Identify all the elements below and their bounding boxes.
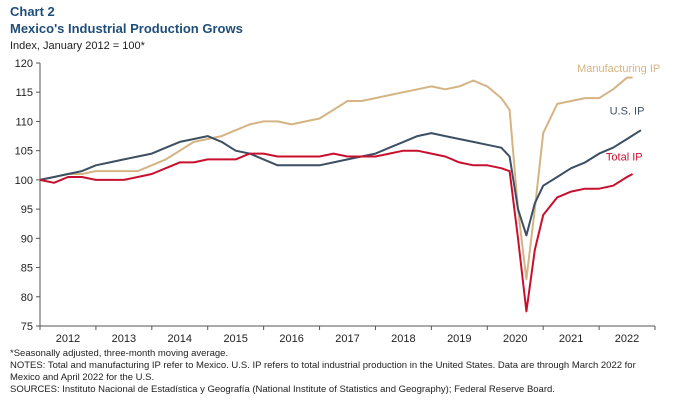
chart-title: Mexico's Industrial Production Grows	[10, 21, 243, 36]
x-tick-label: 2013	[112, 333, 136, 345]
chart-notes: *Seasonally adjusted, three-month moving…	[10, 348, 695, 396]
note-sources: SOURCES: Instituto Nacional de Estadísti…	[10, 384, 555, 395]
note-definitions-cont: Mexico and April 2022 for the U.S.	[10, 372, 155, 383]
y-tick-label: 80	[21, 292, 33, 304]
x-tick-label: 2015	[223, 333, 247, 345]
x-tick-label: 2017	[335, 333, 359, 345]
y-tick-label: 85	[21, 263, 33, 275]
y-tick-label: 95	[21, 204, 33, 216]
series-line-manufacturing-ip	[39, 76, 633, 281]
chart-number: Chart 2	[10, 4, 55, 19]
y-tick-label: 105	[15, 146, 33, 158]
series-label-u-s-ip: U.S. IP	[610, 105, 645, 117]
note-seasonal: *Seasonally adjusted, three-month moving…	[10, 348, 229, 359]
x-tick-label: 2012	[56, 333, 80, 345]
series-label-total-ip: Total IP	[606, 152, 643, 164]
x-tick-label: 2020	[503, 333, 527, 345]
note-definitions: NOTES: Total and manufacturing IP refer …	[10, 360, 636, 371]
x-tick-label: 2019	[447, 333, 471, 345]
series-line-total-ip	[39, 149, 634, 313]
x-tick-label: 2018	[391, 333, 415, 345]
chart-subtitle: Index, January 2012 = 100*	[10, 40, 145, 52]
y-tick-label: 115	[15, 87, 33, 99]
y-tick-label: 120	[15, 58, 33, 70]
x-tick-label: 2022	[615, 333, 639, 345]
y-tick-label: 90	[21, 233, 33, 245]
series-label-manufacturing-ip: Manufacturing IP	[577, 63, 660, 75]
x-tick-label: 2016	[279, 333, 303, 345]
y-tick-label: 100	[15, 175, 33, 187]
x-tick-label: 2021	[559, 333, 583, 345]
series-line-u-s-ip	[39, 129, 642, 237]
y-tick-label: 110	[15, 116, 33, 128]
y-tick-label: 75	[21, 321, 33, 333]
x-tick-label: 2014	[168, 333, 192, 345]
